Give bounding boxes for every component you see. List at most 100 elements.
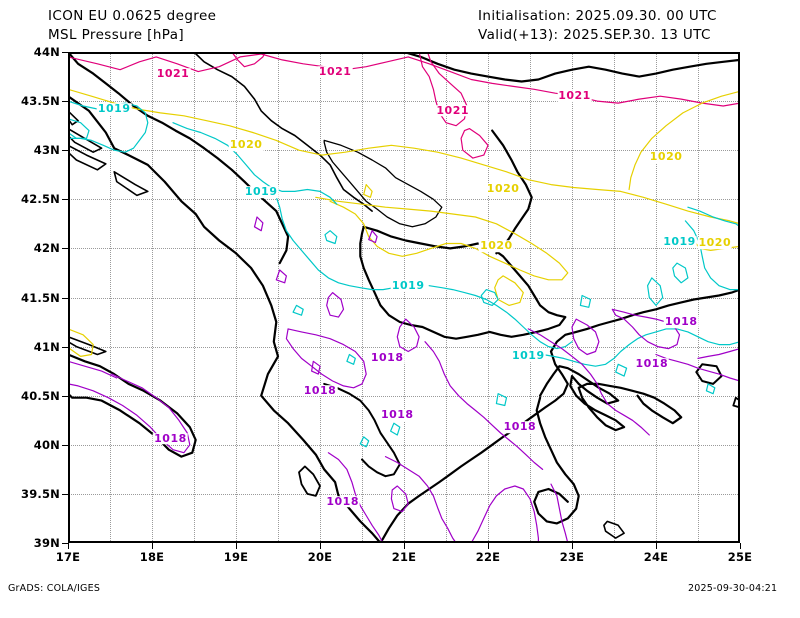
border-serbia-bulgaria [491, 129, 533, 255]
contour-label-1020: 1020 [648, 150, 684, 164]
contour-1019-dot-j [705, 383, 716, 395]
y-axis-tick [62, 248, 68, 250]
y-axis-tick-label: 39.5N [21, 486, 60, 501]
contour-1018-greece-w [424, 341, 544, 470]
gridline-horizontal [68, 150, 740, 152]
contour-1018-dot-a [326, 292, 345, 318]
contour-label-1020: 1020 [485, 182, 521, 196]
x-axis-tick-label: 19E [223, 550, 249, 564]
island-skiathos [603, 520, 625, 539]
island-brac [68, 110, 79, 126]
y-axis-tick [62, 444, 68, 446]
contour-label-1019: 1019 [511, 349, 546, 363]
contour-1019-aegean [542, 328, 740, 367]
x-axis-tick-label: 20E [307, 550, 333, 564]
contour-1018-thessaly [384, 456, 457, 543]
y-axis-tick [62, 543, 68, 544]
y-axis-tick [62, 101, 68, 103]
header-initialisation: Initialisation: 2025.09.30. 00 UTC [478, 8, 717, 24]
gridline-horizontal [68, 346, 740, 348]
map-overlay [68, 52, 740, 543]
contour-1018-thrace [611, 308, 681, 350]
y-axis-tick-label: 39N [33, 536, 60, 550]
y-axis-tick-label: 42N [33, 241, 60, 256]
contour-1019-greece-n [428, 285, 573, 350]
contour-label-1019: 1019 [243, 185, 279, 199]
contour-1018-dot-e [253, 216, 264, 232]
y-axis-tick [62, 52, 68, 53]
x-axis-tick [320, 543, 321, 549]
contour-1018-dot-f [390, 485, 409, 513]
contour-label-1021: 1021 [435, 104, 471, 118]
contour-label-1019: 1019 [96, 102, 132, 116]
x-axis-tick-label: 23E [559, 550, 585, 564]
contour-plot: 1021 1021 1021 1021 1019 1020 1020 1019 1020 1020… [21, 45, 752, 564]
x-axis-tick [656, 543, 657, 549]
y-axis-tick [62, 150, 68, 152]
gridlines [68, 52, 740, 543]
contour-1021-lobe-serbia [418, 52, 468, 127]
contour-1019-dot-a [324, 230, 338, 245]
contour-1020-macedonia [315, 196, 569, 281]
contour-1018-serres [571, 318, 600, 356]
gridline-horizontal [68, 493, 740, 495]
x-axis-tick [68, 543, 69, 549]
x-axis-tick [488, 543, 489, 549]
contour-1019-closed-a [480, 289, 499, 306]
gridline-horizontal [68, 395, 740, 397]
x-axis-tick-label: 21E [391, 550, 417, 564]
contour-1020-closed-a [494, 275, 524, 306]
border-north-macedonia [359, 225, 567, 340]
header-field-name: MSL Pressure [hPa] [48, 27, 185, 43]
border-danube [402, 52, 740, 83]
border-kosovo [323, 139, 443, 228]
contour-1018-macedonia [396, 318, 420, 353]
x-axis-tick-label: 24E [643, 550, 669, 564]
border-albania-greece [323, 382, 401, 478]
contour-label-1018: 1018 [379, 408, 415, 422]
y-axis-tick-label: 43.5N [21, 94, 60, 109]
x-axis-tick [404, 543, 405, 549]
contour-1018-se [655, 353, 740, 382]
x-axis-tick-label: 22E [475, 550, 501, 564]
contour-1019-dot-b [292, 304, 304, 316]
contour-1021-lobe-a [231, 52, 266, 68]
contour-label-1018: 1018 [502, 420, 538, 434]
contour-1019-east2 [687, 206, 740, 228]
contour-1021-closed [460, 128, 489, 159]
contour-label-1018: 1018 [663, 315, 699, 329]
contour-1020-east-branch [628, 90, 740, 191]
contour-1018-lobe-s [470, 485, 539, 543]
y-axis-tick [62, 199, 68, 201]
y-axis-tick [62, 346, 68, 348]
contour-1019-dot-i [615, 363, 628, 377]
plot-frame [68, 52, 740, 543]
contour-1018-dot-b [311, 360, 321, 375]
island-mljet [113, 171, 149, 197]
border-serbia-west [193, 52, 373, 212]
y-axis-tick-label: 44N [33, 45, 60, 59]
coastline-adriatic-east [68, 95, 382, 543]
contour-1019-dot-k [359, 436, 370, 448]
contour-1019-albania [275, 196, 407, 291]
contour-label-1019: 1019 [662, 234, 697, 248]
y-axis-tick-label: 43N [33, 143, 60, 158]
contour-1020-north [68, 88, 740, 225]
island-corfu [298, 465, 321, 497]
contour-1018-dot-d [368, 230, 378, 244]
gridline-horizontal [68, 297, 740, 299]
contour-1020-dot-a [363, 184, 373, 198]
contour-1018-italy [68, 373, 191, 454]
contour-label-1019: 1019 [390, 278, 426, 292]
y-axis-tick [62, 297, 68, 299]
contour-label-1021: 1021 [155, 66, 191, 80]
contour-1019-montenegro [172, 122, 338, 205]
y-axis-tick-label: 40N [33, 437, 60, 452]
contour-1019-dot-e [672, 262, 689, 284]
y-axis-tick-label: 40.5N [21, 388, 60, 403]
contour-label-1018: 1018 [634, 357, 670, 371]
contour-1019-dot-f [346, 353, 356, 365]
contour-label-1021: 1021 [317, 64, 353, 78]
y-axis-tick-label: 42.5N [21, 192, 60, 207]
border-bosnia-montenegro [68, 52, 290, 265]
